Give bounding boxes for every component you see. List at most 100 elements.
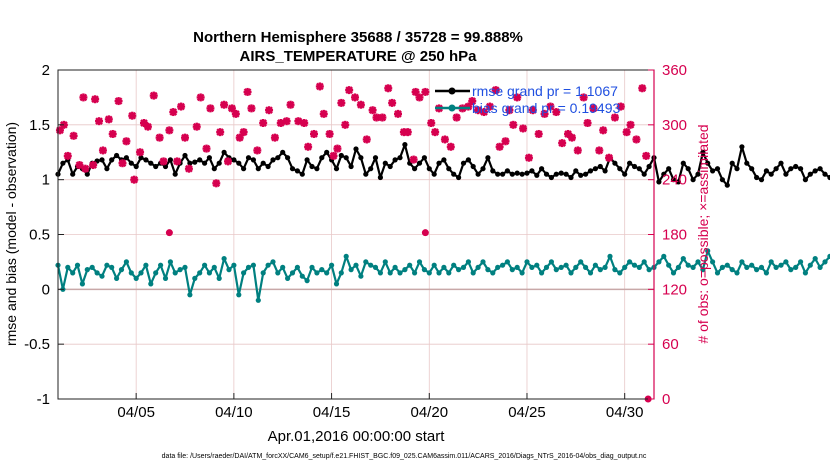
bias-point xyxy=(592,262,599,268)
rmse-point xyxy=(734,166,740,172)
obs-assimilated-point xyxy=(91,95,100,104)
rmse-point xyxy=(358,155,364,161)
obs-mark-stroke xyxy=(136,148,144,157)
obs-mark-stroke xyxy=(573,146,582,155)
obs-mark-stroke xyxy=(265,106,273,115)
bias-point xyxy=(412,270,418,276)
obs-assimilated-point xyxy=(304,142,313,151)
obs-assimilated-point xyxy=(89,161,98,170)
rmse-point xyxy=(710,168,716,174)
rmse-point xyxy=(788,166,794,172)
rmse-point xyxy=(187,160,193,166)
obs-assimilated-point xyxy=(579,93,588,102)
bias-point xyxy=(275,270,281,276)
bias-point xyxy=(548,259,555,265)
rmse-point xyxy=(304,157,310,163)
obs-assimilated-point xyxy=(378,113,387,122)
bias-point xyxy=(807,262,813,268)
obs-mark-stroke xyxy=(165,126,174,135)
obs-mark-stroke xyxy=(564,130,572,138)
obs-mark-stroke xyxy=(89,161,98,169)
rmse-point xyxy=(793,163,799,170)
obs-mark-stroke xyxy=(206,104,215,113)
obs-assimilated-point xyxy=(362,135,371,144)
rmse-point xyxy=(338,152,344,159)
bias-point xyxy=(441,264,447,270)
obs-mark-stroke xyxy=(534,130,543,138)
rmse-point xyxy=(763,168,770,174)
bias-point xyxy=(573,264,579,270)
rmse-point xyxy=(666,166,672,172)
obs-mark-stroke xyxy=(325,130,334,138)
obs-mark-stroke xyxy=(310,130,318,138)
bias-point xyxy=(690,264,696,270)
obs-mark-stroke xyxy=(79,93,88,102)
obs-mark-stroke xyxy=(378,113,387,122)
rmse-point xyxy=(729,160,735,166)
obs-mark-stroke xyxy=(427,119,436,127)
rmse-point xyxy=(182,152,188,159)
obs-assimilated-point xyxy=(270,133,279,142)
obs-assimilated-point xyxy=(143,122,152,131)
rmse-point xyxy=(539,166,545,172)
rmse-point xyxy=(275,155,281,161)
obs-mark-stroke xyxy=(300,119,309,127)
obs-assimilated-point xyxy=(616,102,625,111)
bias-point xyxy=(705,248,711,254)
obs-mark-stroke xyxy=(568,133,576,142)
obs-assimilated-point xyxy=(202,144,211,153)
rmse-point xyxy=(685,166,691,172)
bias-point xyxy=(587,270,594,276)
x-tick-label: 04/25 xyxy=(508,404,546,421)
rmse-point xyxy=(123,155,129,161)
rmse-point xyxy=(314,166,320,172)
rmse-point xyxy=(670,177,677,183)
obs-mark-stroke xyxy=(599,126,608,135)
obs-assimilated-point xyxy=(259,119,268,128)
rmse-point xyxy=(509,171,515,177)
bias-point xyxy=(480,259,486,265)
obs-assimilated-point xyxy=(282,117,291,126)
obs-assimilated-point xyxy=(333,144,342,153)
obs-assimilated-point xyxy=(440,135,449,144)
bias-point xyxy=(754,267,760,273)
bias-point xyxy=(382,259,388,265)
rmse-point xyxy=(592,166,599,172)
rmse-point xyxy=(641,171,647,177)
bias-point xyxy=(656,259,662,265)
obs-assimilated-point xyxy=(558,139,567,148)
obs-mark-stroke xyxy=(128,111,137,120)
legend-bias-label: bias grand pr = 0.19493 xyxy=(472,100,620,116)
obs-mark-stroke xyxy=(282,117,291,126)
y-axis-left-label: rmse and bias (model - observation) xyxy=(3,122,19,346)
rmse-point xyxy=(558,170,564,176)
rmse-point xyxy=(587,168,594,174)
rmse-point xyxy=(485,155,491,161)
obs-mark-stroke xyxy=(452,113,461,122)
bias-point xyxy=(270,259,276,265)
obs-assimilated-point xyxy=(589,104,598,113)
y2-tick-label: 60 xyxy=(662,336,679,353)
rmse-point xyxy=(719,177,726,183)
y2-tick-label: 0 xyxy=(662,391,670,408)
rmse-point xyxy=(143,157,149,163)
bias-point xyxy=(744,264,750,270)
bias-point xyxy=(206,270,212,276)
obs-mark-stroke xyxy=(474,106,482,115)
bias-point xyxy=(89,264,95,270)
rmse-point xyxy=(431,171,437,177)
rmse-point xyxy=(470,163,476,170)
bias-point xyxy=(226,267,232,273)
rmse-point xyxy=(529,168,535,174)
rmse-point xyxy=(602,168,608,174)
bias-point xyxy=(729,267,735,273)
rmse-point xyxy=(480,166,486,172)
rmse-point xyxy=(812,168,818,174)
bias-point xyxy=(597,267,603,273)
rmse-point xyxy=(245,155,252,161)
rmse-point xyxy=(446,166,452,172)
obs-mark-stroke xyxy=(81,164,90,173)
obs-mark-stroke xyxy=(294,117,303,126)
rmse-point xyxy=(451,171,457,177)
bias-point xyxy=(70,270,76,276)
